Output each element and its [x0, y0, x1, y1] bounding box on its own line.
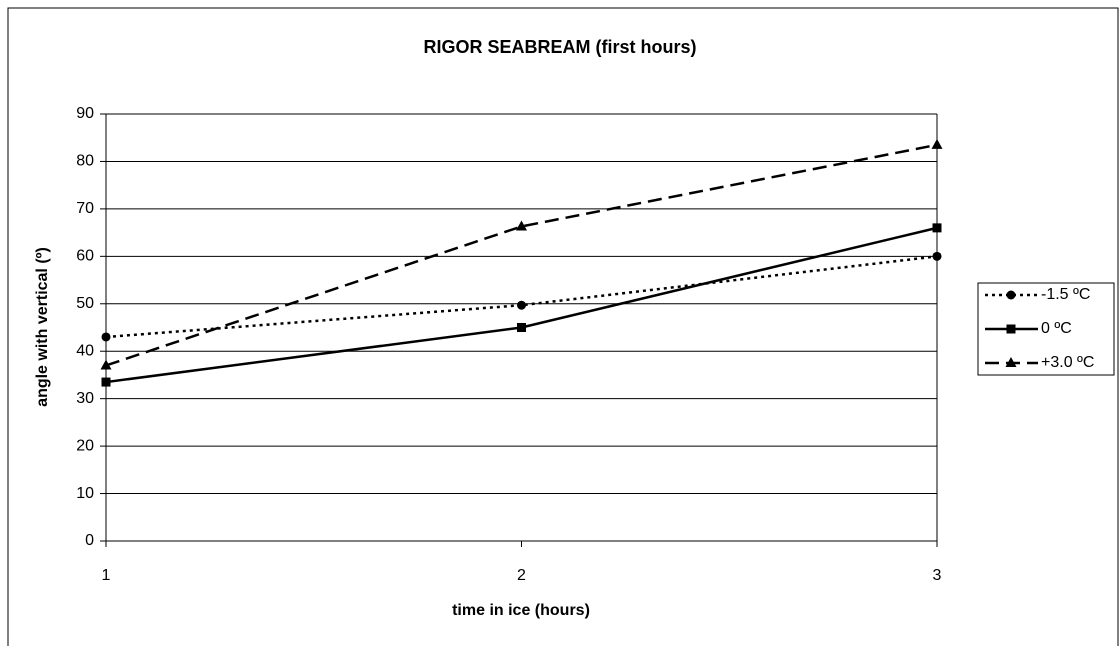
marker	[932, 251, 942, 261]
marker	[931, 138, 943, 149]
marker	[1006, 290, 1016, 300]
y-tick-label: 50	[76, 295, 94, 312]
x-tick-label: 2	[517, 567, 526, 584]
y-tick-label: 30	[76, 390, 94, 407]
marker	[101, 377, 111, 387]
x-axis-label: time in ice (hours)	[452, 602, 590, 619]
legend-label: -1.5 ºC	[1041, 286, 1090, 303]
series-line	[105, 143, 938, 367]
marker	[1006, 324, 1016, 334]
chart-title: RIGOR SEABREAM (first hours)	[423, 37, 696, 57]
y-tick-label: 60	[76, 248, 94, 265]
y-tick-label: 70	[76, 200, 94, 217]
y-tick-label: 0	[85, 532, 94, 549]
x-tick-label: 1	[102, 567, 111, 584]
legend-label: +3.0 ºC	[1041, 354, 1094, 371]
y-tick-label: 80	[76, 153, 94, 170]
x-tick-label: 3	[933, 567, 942, 584]
y-tick-label: 10	[76, 485, 94, 502]
marker	[932, 223, 942, 233]
legend-label: 0 ºC	[1041, 320, 1072, 337]
marker	[101, 332, 111, 342]
y-tick-label: 90	[76, 105, 94, 122]
series-line	[105, 255, 938, 339]
y-tick-label: 20	[76, 437, 94, 454]
marker	[1005, 357, 1017, 367]
y-tick-label: 40	[76, 342, 94, 359]
chart-frame	[7, 7, 1119, 646]
marker	[517, 323, 526, 332]
marker	[516, 220, 527, 231]
marker	[100, 359, 112, 370]
y-axis-label: angle with vertical (º)	[34, 247, 51, 407]
marker	[517, 300, 526, 310]
